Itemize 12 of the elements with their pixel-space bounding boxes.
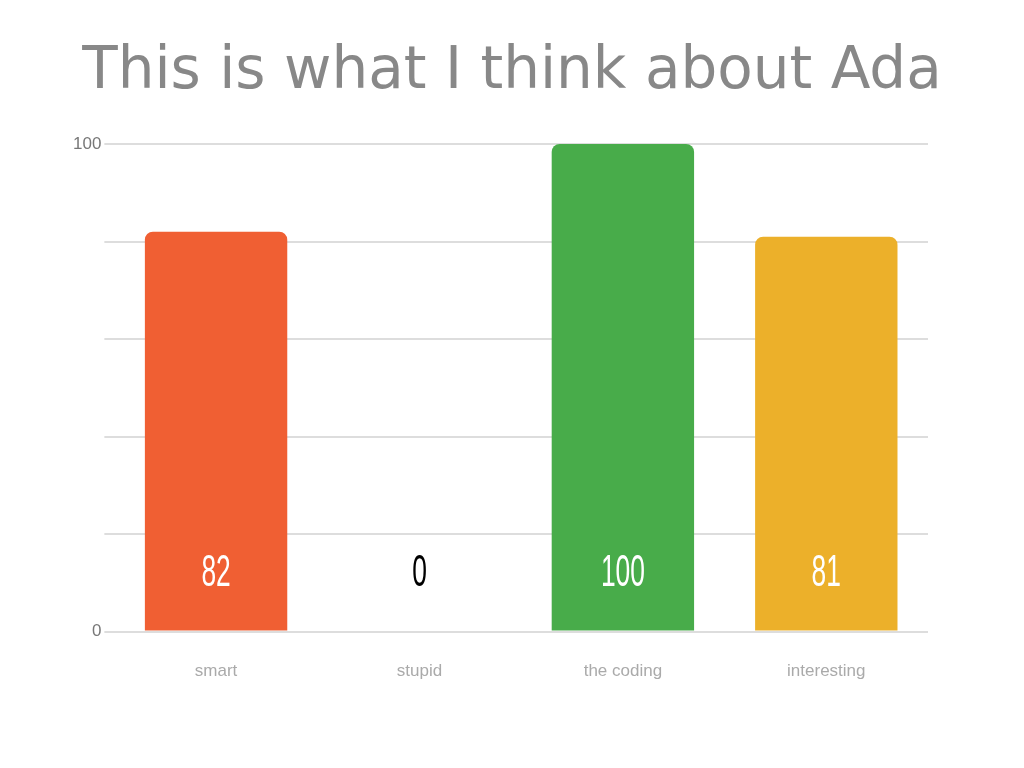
x-tick-label: the coding	[583, 661, 663, 681]
bar	[755, 236, 898, 631]
data-label: 82	[201, 545, 231, 596]
data-label: 81	[811, 545, 841, 596]
data-label: 100	[600, 545, 645, 596]
x-tick-label: smart	[194, 661, 238, 681]
bar	[551, 144, 695, 631]
chart-title: This is what I think about Ada	[81, 34, 943, 104]
data-label: 0	[412, 545, 427, 596]
x-tick-label: interesting	[787, 661, 866, 681]
x-tick-label: stupid	[396, 661, 443, 681]
bar	[144, 231, 288, 631]
